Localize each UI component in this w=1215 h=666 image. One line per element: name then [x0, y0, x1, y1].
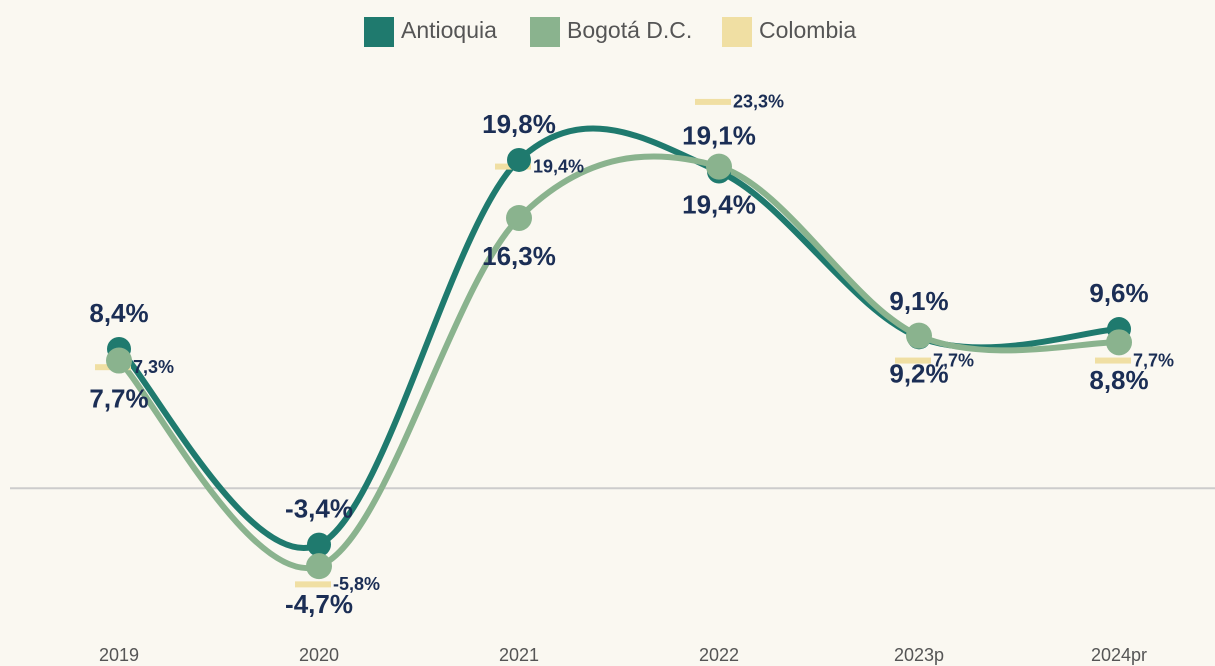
- x-tick-label: 2023p: [894, 645, 944, 665]
- point: [106, 347, 132, 374]
- colombia-label: 7,7%: [933, 350, 974, 370]
- point: [306, 553, 332, 580]
- point: [506, 204, 532, 231]
- value-label: 7,7%: [89, 383, 148, 413]
- value-label: 9,6%: [1089, 278, 1148, 308]
- value-label: 8,8%: [1089, 365, 1148, 395]
- colombia-label: 7,3%: [133, 357, 174, 377]
- value-label: 16,3%: [482, 241, 556, 271]
- value-label: 19,1%: [682, 120, 756, 150]
- colombia-label: -5,8%: [333, 574, 380, 594]
- point: [307, 532, 331, 557]
- colombia-label: 19,4%: [533, 156, 584, 176]
- colombia-marker: [1095, 357, 1131, 364]
- point: [507, 147, 531, 172]
- colombia-label: 23,3%: [733, 92, 784, 112]
- legend-label: Colombia: [759, 17, 856, 43]
- value-label: 19,8%: [482, 109, 556, 139]
- colombia-marker: [895, 357, 931, 364]
- legend-swatch: [722, 17, 752, 47]
- legend-label: Antioquia: [401, 17, 497, 43]
- x-tick-label: 2022: [699, 645, 739, 665]
- value-label: 19,4%: [682, 189, 756, 219]
- legend-label: Bogotá D.C.: [567, 17, 692, 43]
- colombia-marker: [695, 98, 731, 105]
- x-tick-label: 2020: [299, 645, 339, 665]
- x-tick-label: 2019: [99, 645, 139, 665]
- colombia-marker: [295, 581, 331, 588]
- colombia-label: 7,7%: [1133, 350, 1174, 370]
- value-label: -4,7%: [285, 589, 353, 619]
- x-tick-label: 2024pr: [1091, 645, 1147, 665]
- legend-swatch: [364, 17, 394, 47]
- value-label: 8,4%: [89, 298, 148, 328]
- point: [1106, 329, 1132, 356]
- value-label: 9,2%: [889, 359, 948, 389]
- x-tick-label: 2021: [499, 645, 539, 665]
- point: [906, 322, 932, 349]
- value-label: -3,4%: [285, 493, 353, 523]
- legend-swatch: [530, 17, 560, 47]
- point: [706, 153, 732, 180]
- value-label: 9,1%: [889, 286, 948, 316]
